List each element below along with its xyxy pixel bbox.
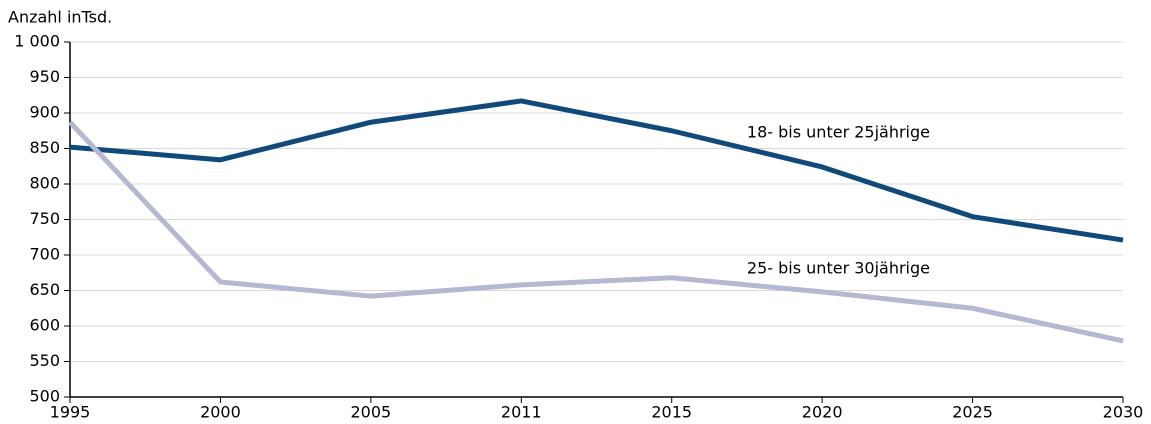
y-tick-label: 900 xyxy=(29,103,60,122)
x-tick-label: 2030 xyxy=(1103,403,1144,422)
x-tick-label: 2000 xyxy=(200,403,241,422)
x-tick-label: 1995 xyxy=(50,403,91,422)
series-label: 25- bis unter 30jährige xyxy=(747,258,930,277)
x-tick-label: 2005 xyxy=(350,403,391,422)
y-tick-label: 650 xyxy=(29,280,60,299)
x-tick-label: 2015 xyxy=(651,403,692,422)
y-tick-label: 600 xyxy=(29,316,60,335)
x-tick-label: 2025 xyxy=(952,403,993,422)
x-tick-label: 2011 xyxy=(501,403,542,422)
x-tick-label: 2020 xyxy=(802,403,843,422)
series-line xyxy=(69,98,1124,243)
y-tick-label: 750 xyxy=(29,209,60,228)
y-axis-title: Anzahl inTsd. xyxy=(8,8,112,27)
series-label: 18- bis unter 25jährige xyxy=(747,122,930,141)
y-tick-label: 1 000 xyxy=(14,32,60,51)
y-tick-label: 550 xyxy=(29,351,60,370)
series-line xyxy=(68,120,1124,344)
y-tick-label: 800 xyxy=(29,174,60,193)
y-tick-label: 950 xyxy=(29,67,60,86)
y-tick-label: 500 xyxy=(29,387,60,406)
y-tick-label: 850 xyxy=(29,138,60,157)
y-tick-label: 700 xyxy=(29,245,60,264)
